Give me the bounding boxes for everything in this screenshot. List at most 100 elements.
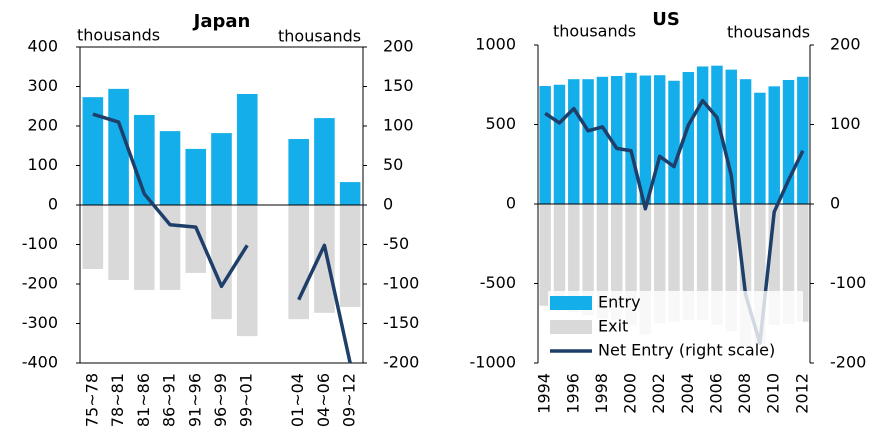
bar (596, 76, 609, 204)
y-tick-label: -200 (22, 274, 58, 293)
x-tick-label: 86~91 (160, 373, 179, 427)
x-tick-label: 99~01 (237, 373, 256, 427)
legend-label: Entry (598, 293, 641, 312)
bar (553, 84, 566, 204)
y2-tick-label: 50 (383, 155, 403, 174)
x-tick-label: 91~96 (185, 373, 204, 427)
bar (539, 204, 551, 306)
x-tick-label: 09~12 (340, 373, 359, 427)
y-tick-label: 100 (27, 155, 58, 174)
x-tick-label: 78~81 (108, 373, 127, 427)
bar (314, 118, 335, 205)
bar (653, 204, 666, 324)
legend-label: Exit (598, 317, 628, 336)
y-tick-label: 500 (485, 114, 516, 133)
y-axis-label: thousands (77, 26, 160, 45)
bar (596, 204, 609, 319)
bar (539, 86, 551, 204)
bar (108, 205, 129, 281)
chart-title: US (652, 9, 680, 30)
x-tick-label: 04~06 (314, 373, 333, 427)
bar (108, 88, 129, 205)
bar (739, 79, 752, 204)
bar (211, 205, 232, 320)
bar (211, 133, 232, 205)
y2-tick-label: -50 (383, 234, 409, 253)
y2-tick-label: -200 (830, 353, 866, 372)
bar (668, 204, 680, 322)
bar (611, 204, 623, 321)
bar (236, 94, 258, 205)
bar (711, 204, 723, 325)
bar (625, 72, 637, 204)
y-tick-label: 0 (48, 195, 58, 214)
y-tick-label: 200 (27, 116, 58, 135)
bar (288, 139, 309, 205)
bar (82, 205, 104, 269)
bar (314, 205, 335, 313)
x-tick-label: 2000 (621, 373, 640, 414)
bar (797, 204, 809, 322)
y-tick-label: -500 (480, 273, 516, 292)
bar (668, 80, 680, 204)
x-tick-label: 2012 (792, 373, 811, 414)
bar (611, 76, 623, 204)
y-tick-label: -300 (22, 313, 58, 332)
bar (768, 204, 780, 325)
bar (339, 182, 361, 205)
x-tick-label: 1996 (563, 373, 582, 414)
bar (82, 97, 104, 205)
y-tick-label: 0 (506, 194, 516, 213)
bar (134, 205, 155, 290)
y2-tick-label: -100 (830, 273, 866, 292)
bar (185, 148, 207, 205)
y2-tick-label: 100 (383, 116, 414, 135)
plot-frame (79, 46, 364, 364)
bar (582, 204, 594, 316)
bar (682, 72, 695, 204)
y2-tick-label: -200 (383, 353, 419, 372)
bar (185, 205, 207, 273)
x-tick-label: 01~04 (288, 373, 307, 427)
bar (288, 205, 309, 320)
y-tick-label: -100 (22, 234, 58, 253)
x-tick-label: 1994 (535, 373, 554, 414)
bar (625, 204, 637, 325)
bar (639, 75, 652, 204)
y-tick-label: -1000 (470, 353, 517, 372)
bar (696, 66, 709, 204)
line (92, 112, 352, 364)
bar (754, 92, 766, 204)
bar (582, 79, 594, 204)
y2-axis-label: thousands (727, 23, 810, 42)
x-tick-label: 1998 (592, 373, 611, 414)
bar (797, 76, 809, 204)
x-tick-label: 81~86 (134, 373, 153, 427)
x-tick-label: 2006 (706, 373, 725, 414)
bar (711, 65, 723, 204)
bar (739, 204, 752, 348)
bar (339, 205, 361, 307)
y2-tick-label: 150 (383, 76, 414, 95)
y2-tick-label: 200 (830, 35, 861, 54)
x-tick-label: 75~78 (82, 373, 101, 427)
x-tick-label: 2010 (764, 373, 783, 414)
x-tick-label: 2008 (735, 373, 754, 414)
y2-tick-label: -100 (383, 274, 419, 293)
x-tick-label: 2004 (678, 373, 697, 414)
y2-axis-label: thousands (278, 27, 361, 46)
y-axis-label: thousands (553, 22, 636, 41)
bar (682, 204, 695, 321)
y2-tick-label: 0 (830, 194, 840, 213)
bar (782, 79, 795, 204)
y2-tick-label: 200 (383, 37, 414, 56)
legend-swatch (550, 296, 592, 310)
y2-tick-label: 0 (383, 195, 393, 214)
bar (639, 204, 652, 335)
bar (768, 86, 780, 204)
bar (568, 204, 580, 313)
bar (696, 204, 709, 321)
bar (568, 79, 580, 204)
legend-label: Net Entry (right scale) (598, 341, 775, 360)
